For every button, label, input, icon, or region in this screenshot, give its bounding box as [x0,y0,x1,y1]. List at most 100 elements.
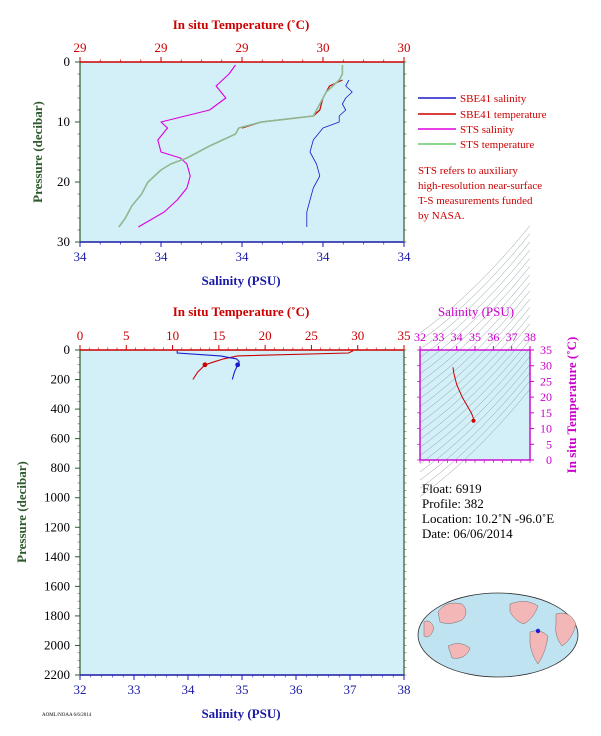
bottom-pressure-tick-label: 400 [51,401,71,416]
top-chart: 29 29 29 30 30 34 34 34 34 34 0 10 20 30 In situ Temp… [30,17,411,288]
ts-density-contour [419,323,531,432]
top-plot-area [80,62,404,242]
bottom-pressure-tick-label: 2000 [44,637,70,652]
map-land-africa-europe [555,612,577,647]
bottom-pressure-tick-label: 1600 [44,578,70,593]
profile-date: Date: 06/06/2014 [422,526,513,541]
bottom-pressure-axis-label: Pressure (decibar) [14,461,29,563]
float-location-marker [535,628,541,634]
bottom-sal-tick-label: 36 [290,682,304,697]
top-pressure-tick-label: 0 [64,54,71,69]
ts-sal-tick-label: 32 [414,330,426,344]
ts-density-contour [419,380,531,489]
top-ticks: 29 29 29 30 30 34 34 34 34 34 0 10 20 30 [57,40,411,264]
bottom-temp-axis-label: In situ Temperature (˚C) [173,304,310,319]
top-pressure-axis-label: Pressure (decibar) [30,101,45,203]
bottom-pressure-tick-label: 1000 [44,490,70,505]
note-line-2: high-resolution near-surface [418,180,542,192]
ts-temp-axis-label: In situ Temperature (˚C) [564,337,579,474]
bottom-temp-tick-label: 30 [351,328,364,343]
ts-density-contour [419,290,531,399]
top-temp-tick-label: 29 [155,40,168,55]
top-sal-tick-label: 34 [317,249,331,264]
map-land-west-edge [423,620,435,638]
float-id: Float: 6919 [422,481,482,496]
ts-temp-tick-label: 0 [546,453,552,467]
top-temp-tick-label: 29 [236,40,249,55]
top-series [118,64,353,228]
bottom-temp-tick-label: 10 [166,328,179,343]
bottom-chart: 0 5 10 15 20 25 30 35 32 33 34 35 36 37 38 0 200 400 600 80… [14,304,411,721]
bottom-sal-tick-label: 38 [398,682,411,697]
footer-credit: AOML/NOAA 6/6/2014 [42,713,92,718]
bottom-sal-tick-label: 33 [128,682,141,697]
bottom-pressure-tick-label: 1200 [44,519,70,534]
ts-sal-tick-label: 35 [469,330,481,344]
ts-sal-axis-label: Salinity (PSU) [438,304,514,319]
ts-sal-tick-label: 37 [506,330,518,344]
ts-density-contour [419,339,531,448]
ts-density-contour [419,364,531,473]
bottom-sal-tick-label: 37 [344,682,358,697]
bottom-sal-axis-label: Salinity (PSU) [201,706,280,721]
map-ocean [417,592,579,678]
legend-label-sts-salinity: STS salinity [460,124,515,136]
ts-temp-tick-label: 25 [540,374,552,388]
bottom-ticks: 0 5 10 15 20 25 30 35 32 33 34 35 36 37 38 0 200 400 600 80… [44,328,411,697]
ts-series [452,367,476,423]
bottom-salinity-marker [235,362,241,368]
bottom-temp-tick-label: 5 [123,328,130,343]
legend: SBE41 salinity SBE41 temperature STS sal… [418,93,547,222]
ts-temp-tick-label: 35 [540,343,552,357]
top-series-sts-temperature [118,65,344,228]
bottom-temp-tick-label: 25 [305,328,318,343]
bottom-temp-tick-label: 20 [259,328,272,343]
ts-density-contour [419,266,531,375]
ts-density-contour [419,258,531,366]
bottom-sal-tick-label: 32 [74,682,87,697]
profile-number: Profile: 382 [422,496,484,511]
ts-profile-marker [471,418,476,423]
ts-density-contour [419,274,531,383]
top-sal-tick-label: 34 [398,249,412,264]
note-line-4: by NASA. [418,210,465,222]
ts-sal-tick-label: 38 [524,330,536,344]
ts-temp-tick-label: 5 [546,437,552,451]
float-location: Location: 10.2˚N -96.0˚E [422,511,554,526]
ts-density-contour [419,315,531,424]
top-series-sts-salinity [138,64,236,228]
bottom-sal-tick-label: 34 [182,682,196,697]
legend-label-sts-temperature: STS temperature [460,139,534,151]
ts-sal-tick-label: 33 [432,330,444,344]
top-sal-tick-label: 34 [155,249,169,264]
top-pressure-tick-label: 30 [57,234,70,249]
legend-label-sbe41-salinity: SBE41 salinity [460,93,527,105]
note-line-1: STS refers to auxiliary [418,165,518,177]
ts-sal-tick-label: 34 [451,330,463,344]
map-land-north-america [509,601,539,625]
ts-density-contour [419,233,531,342]
bottom-pressure-tick-label: 0 [64,342,71,357]
top-temp-tick-label: 29 [74,40,87,55]
bottom-pressure-tick-label: 800 [51,460,71,475]
top-temp-axis-label: In situ Temperature (˚C) [173,17,310,32]
bottom-pressure-tick-label: 2200 [44,667,70,682]
ts-density-contour [419,225,531,334]
bottom-salinity-line [176,350,240,380]
ts-density-contours [419,225,531,497]
ts-density-contour [419,307,531,415]
top-sal-tick-label: 34 [74,249,88,264]
bottom-temperature-line [192,350,354,380]
top-pressure-tick-label: 20 [57,174,70,189]
ts-density-contour [419,298,531,407]
ts-density-contour [419,331,531,440]
float-info: Float: 6919 Profile: 382 Location: 10.2˚… [422,481,554,541]
bottom-pressure-tick-label: 1400 [44,549,70,564]
note-line-3: T-S measurements funded [418,195,533,207]
ts-density-contour [419,356,531,465]
bottom-temp-tick-label: 35 [398,328,411,343]
legend-label-sbe41-temperature: SBE41 temperature [460,109,547,121]
